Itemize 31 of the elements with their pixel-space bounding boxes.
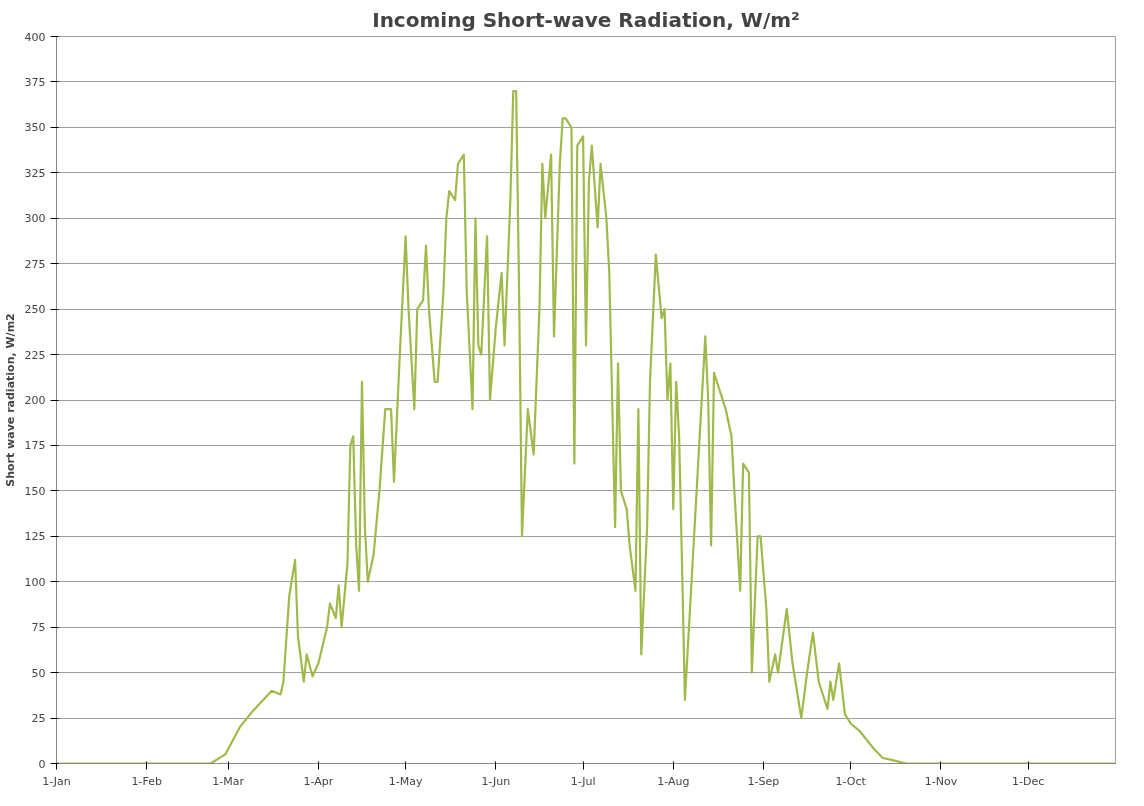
y-tick-label: 25 (31, 712, 46, 726)
y-tick-label: 400 (24, 30, 46, 44)
y-tick-label: 100 (24, 575, 46, 589)
y-tick-label: 300 (24, 212, 46, 226)
x-tick-label: 1-Mar (212, 774, 245, 788)
x-tick-label: 1-Aug (657, 774, 690, 788)
y-tick-label: 350 (24, 121, 46, 135)
x-tick-label: 1-Apr (303, 774, 334, 788)
y-tick-label: 275 (24, 257, 46, 271)
chart-title: Incoming Short-wave Radiation, W/m² (372, 7, 800, 32)
y-tick-label: 50 (31, 666, 46, 680)
y-tick-label: 125 (24, 530, 46, 544)
y-tick-label: 75 (31, 621, 46, 635)
x-tick-label: 1-Feb (131, 774, 162, 788)
x-tick-label: 1-Jan (42, 774, 71, 788)
y-axis-title: Short wave radiation, W/m2 (3, 313, 17, 487)
y-tick-label: 250 (24, 303, 46, 317)
y-tick-label: 0 (38, 757, 46, 771)
x-tick-label: 1-Nov (924, 774, 958, 788)
x-tick-label: 1-Sep (747, 774, 780, 788)
y-tick-label: 175 (24, 439, 46, 453)
x-tick-label: 1-Jul (570, 774, 596, 788)
x-tick-label: 1-May (388, 774, 423, 788)
y-tick-label: 150 (24, 484, 46, 498)
y-tick-label: 200 (24, 394, 46, 407)
x-tick-label: 1-Jun (481, 774, 511, 788)
x-tick-label: 1-Oct (835, 774, 867, 788)
x-tick-label: 1-Dec (1012, 774, 1045, 788)
y-tick-label: 375 (24, 75, 46, 89)
y-tick-label: 225 (24, 348, 46, 362)
y-tick-label: 325 (24, 166, 46, 180)
